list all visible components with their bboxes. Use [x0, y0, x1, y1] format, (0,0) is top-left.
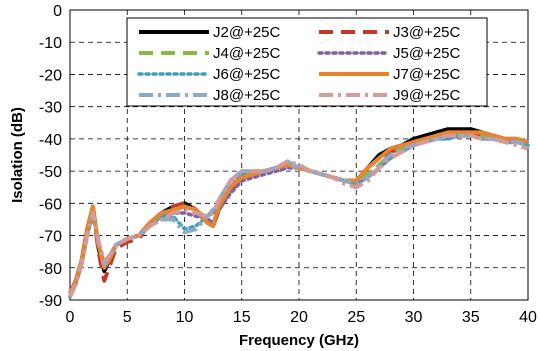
x-tick-label: 0: [66, 309, 75, 326]
y-tick-label: -60: [39, 196, 62, 213]
y-tick-label: -90: [39, 293, 62, 310]
x-tick-label: 40: [519, 309, 537, 326]
y-tick-label: -20: [39, 67, 62, 84]
y-tick-labels: 0 -10 -20 -30 -40 -50 -60 -70 -80 -90: [39, 3, 62, 310]
y-tick-label: -40: [39, 132, 62, 149]
y-axis-label: Isolation (dB): [9, 107, 26, 203]
y-tick-label: 0: [53, 3, 62, 20]
series-line-J9@+25C: [68, 133, 529, 298]
y-tick-label: -10: [39, 35, 62, 52]
legend-label-J6@+25C: J6@+25C: [213, 66, 281, 83]
y-tick-label: -50: [39, 164, 62, 181]
legend-label-J2@+25C: J2@+25C: [213, 24, 281, 41]
legend-label-J9@+25C: J9@+25C: [393, 87, 461, 104]
x-tick-label: 30: [405, 309, 423, 326]
x-tick-labels: 0 5 10 15 20 25 30 35 40: [66, 309, 537, 326]
y-tick-label: -80: [39, 261, 62, 278]
legend-label-J3@+25C: J3@+25C: [393, 24, 461, 41]
x-tick-label: 10: [176, 309, 194, 326]
legend: J2@+25C J3@+25C J4@+25C J5@+25C J6@+25C J7@+2…: [126, 17, 488, 107]
y-tick-label: -70: [39, 229, 62, 246]
x-axis-label: Frequency (GHz): [239, 332, 359, 349]
x-tick-label: 15: [233, 309, 251, 326]
plot-frame: [69, 9, 529, 301]
series-lines: [68, 127, 530, 299]
legend-label-J7@+25C: J7@+25C: [393, 66, 461, 83]
x-tick-label: 20: [290, 309, 308, 326]
legend-label-J4@+25C: J4@+25C: [213, 45, 281, 62]
legend-label-J8@+25C: J8@+25C: [213, 87, 281, 104]
x-tick-label: 35: [462, 309, 480, 326]
x-tick-label: 25: [347, 309, 365, 326]
legend-label-J5@+25C: J5@+25C: [393, 45, 461, 62]
y-tick-label: -30: [39, 100, 62, 117]
x-tick-label: 5: [123, 309, 132, 326]
